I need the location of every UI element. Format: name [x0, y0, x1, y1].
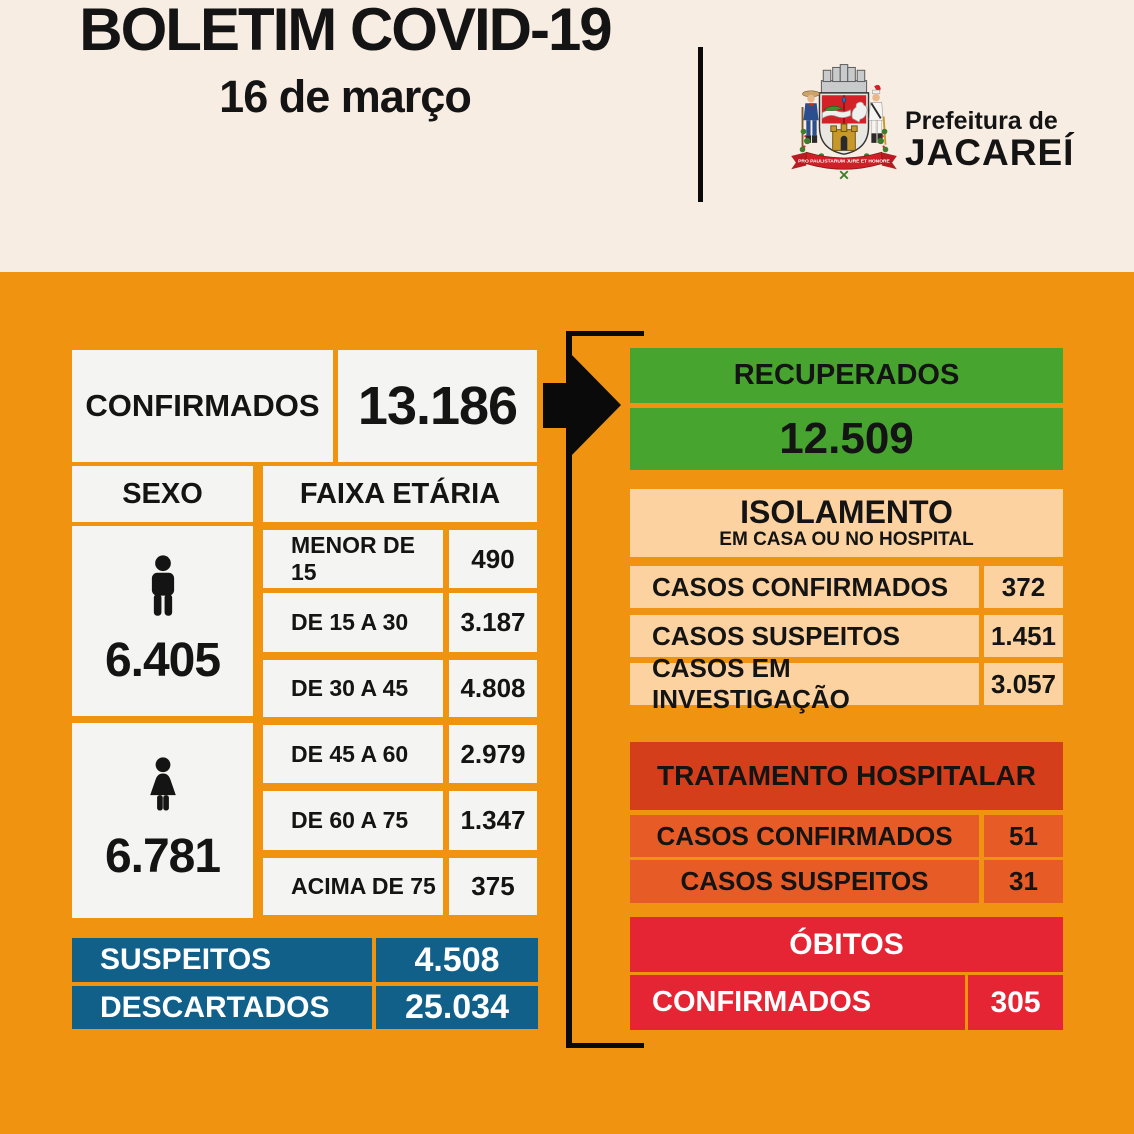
org-name-block: Prefeitura de JACAREÍ — [905, 107, 1073, 173]
flow-arrow-tail — [543, 383, 571, 428]
confirmed-label-box: CONFIRMADOS — [72, 350, 333, 462]
age-row-label: MENOR DE 15 — [263, 530, 443, 588]
male-count: 6.405 — [104, 633, 221, 687]
org-line1: Prefeitura de — [905, 107, 1058, 135]
bracket-top-line — [566, 331, 644, 336]
crest-motto: PRO PAULISTARUM JURE ET HONORE — [798, 159, 890, 165]
hospital-row-label: CASOS CONFIRMADOS — [630, 815, 979, 857]
sex-header: SEXO — [122, 477, 203, 510]
age-row-value: 3.187 — [449, 593, 537, 652]
city-name: JACAREÍ — [905, 132, 1075, 174]
deaths-header-box: ÓBITOS — [630, 917, 1063, 972]
hospital-header-box: TRATAMENTO HOSPITALAR — [630, 742, 1063, 810]
age-row-label: DE 45 A 60 — [263, 725, 443, 783]
confirmed-value: 13.186 — [357, 376, 518, 436]
age-row-label: ACIMA DE 75 — [263, 858, 443, 915]
flow-arrow-icon — [569, 352, 621, 458]
isolation-row-label: CASOS EM INVESTIGAÇÃO — [630, 653, 979, 714]
recovered-value-box: 12.509 — [630, 408, 1063, 470]
age-row-label: DE 30 A 45 — [263, 660, 443, 717]
city-crest-icon: PRO PAULISTARUM JURE ET HONORE — [778, 60, 910, 188]
deaths-row-label: CONFIRMADOS — [630, 975, 965, 1030]
isolation-row-value: 3.057 — [984, 663, 1063, 705]
isolation-row-value: 372 — [984, 566, 1063, 608]
female-box: 6.781 — [72, 723, 253, 918]
discarded-label-box: DESCARTADOS — [72, 986, 372, 1029]
confirmed-value-box: 13.186 — [338, 350, 537, 462]
age-row-value: 2.979 — [449, 725, 537, 783]
isolation-row-value: 1.451 — [984, 615, 1063, 657]
age-row-value: 4.808 — [449, 660, 537, 717]
isolation-subtitle: EM CASA OU NO HOSPITAL — [719, 528, 974, 550]
suspects-value-box: 4.508 — [376, 938, 538, 982]
header-divider — [698, 47, 703, 202]
age-row-value: 490 — [449, 530, 537, 588]
male-box: 6.405 — [72, 526, 253, 716]
title-block: BOLETIM COVID-19 16 de março — [0, 0, 690, 119]
bulletin-date: 16 de março — [219, 71, 472, 122]
age-header-box: FAIXA ETÁRIA — [263, 466, 537, 522]
bracket-bottom-line — [566, 1043, 644, 1048]
hospital-row-value: 51 — [984, 815, 1063, 857]
header: BOLETIM COVID-19 16 de março — [0, 0, 1134, 272]
male-icon — [142, 554, 184, 623]
hospital-row-label: CASOS SUSPEITOS — [630, 860, 979, 903]
isolation-row-label: CASOS SUSPEITOS — [630, 615, 979, 657]
age-row-value: 375 — [449, 858, 537, 915]
age-row-label: DE 60 A 75 — [263, 791, 443, 850]
age-row-label: DE 15 A 30 — [263, 593, 443, 652]
discarded-value-box: 25.034 — [376, 986, 538, 1029]
isolation-title: ISOLAMENTO — [740, 494, 953, 531]
age-row-value: 1.347 — [449, 791, 537, 850]
confirmed-label: CONFIRMADOS — [85, 388, 320, 423]
deaths-row-value: 305 — [968, 975, 1063, 1030]
hospital-row-value: 31 — [984, 860, 1063, 903]
page-title: BOLETIM COVID-19 — [79, 0, 612, 63]
isolation-row-label: CASOS CONFIRMADOS — [630, 566, 979, 608]
age-header: FAIXA ETÁRIA — [299, 477, 501, 510]
sex-header-box: SEXO — [72, 466, 253, 522]
female-icon — [142, 757, 184, 821]
isolation-header-box: ISOLAMENTO EM CASA OU NO HOSPITAL — [630, 489, 1063, 557]
recovered-title-box: RECUPERADOS — [630, 348, 1063, 403]
suspects-label-box: SUSPEITOS — [72, 938, 372, 982]
bracket-vertical-line — [566, 331, 572, 1048]
female-count: 6.781 — [104, 830, 221, 883]
